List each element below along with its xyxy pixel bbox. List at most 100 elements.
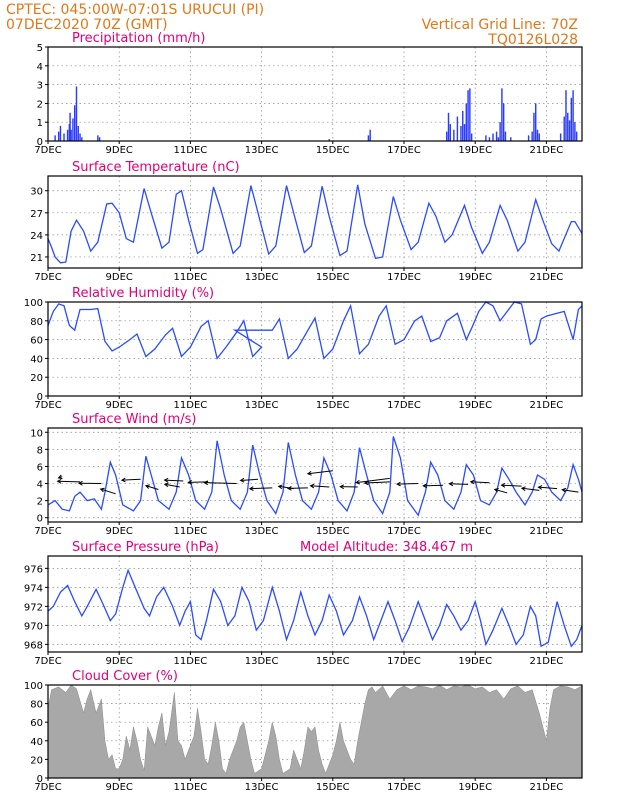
chart-annotation: Model Altitude: 348.467 m (300, 540, 473, 555)
wind-arrow (309, 483, 330, 489)
y-tick-label: 1 (37, 118, 43, 129)
precip-bar (467, 90, 469, 141)
precip-bar (367, 135, 370, 141)
y-tick-label: 40 (30, 737, 43, 748)
y-tick-label: 27 (30, 209, 43, 220)
wind-arrow (77, 480, 102, 486)
precip-bar (69, 112, 71, 141)
x-tick-label: 17DEC (387, 782, 421, 793)
wind-arrow-head (306, 470, 312, 476)
wind-arrow-shaft (100, 488, 116, 495)
wind-arrow (469, 479, 490, 485)
wind-arrow-head (448, 481, 454, 487)
x-tick-label: 19DEC (458, 145, 492, 156)
x-tick-label: 7DEC (34, 272, 61, 283)
precip-bar (57, 131, 60, 141)
x-tick-label: 11DEC (174, 782, 208, 793)
wind-arrow-head (286, 485, 292, 491)
x-tick-label: 17DEC (387, 526, 421, 537)
precip-bar (527, 135, 530, 141)
wind-arrow-head (248, 486, 254, 491)
wind-arrow-shaft (364, 481, 390, 484)
x-tick-label: 13DEC (245, 782, 279, 793)
x-tick-label: 15DEC (316, 526, 350, 537)
chart-panel-1: Surface Temperature (nC) 21 24 27 30 7DEC 9DEC… (30, 160, 583, 283)
wind-arrow-shaft (449, 483, 469, 485)
wind-arrow-shaft (501, 484, 522, 487)
x-tick-label: 15DEC (316, 656, 350, 667)
wind-arrow-head (187, 479, 193, 485)
wind-arrow (500, 483, 522, 488)
x-tick-label: 7DEC (34, 145, 61, 156)
wind-arrow (286, 485, 308, 491)
wind-arrow (120, 477, 141, 483)
x-tick-label: 21DEC (530, 782, 564, 793)
x-tick-label: 9DEC (106, 400, 133, 411)
y-tick-label: 4 (37, 62, 43, 73)
wind-arrow-head (422, 483, 428, 489)
wind-arrow (339, 484, 358, 490)
wind-arrow-head (493, 487, 499, 493)
wind-arrow (493, 487, 508, 494)
x-tick-label: 21DEC (530, 656, 564, 667)
precip-bar (54, 135, 56, 141)
y-tick-label: 60 (30, 718, 43, 729)
x-tick-label: 13DEC (245, 400, 279, 411)
precip-bar (565, 90, 567, 141)
precip-bar (559, 133, 562, 141)
panel-frame (47, 46, 583, 142)
x-tick-label: 11DEC (174, 145, 208, 156)
precip-bar (77, 125, 79, 141)
series-line (47, 568, 583, 648)
header-run: 07DEC2020 70Z (GMT) (6, 17, 168, 33)
x-tick-label: 7DEC (34, 400, 61, 411)
wind-arrow-head (520, 486, 526, 492)
precip-bar (98, 137, 101, 141)
wind-arrow-shaft (164, 483, 180, 488)
wind-arrow (57, 474, 63, 480)
wind-arrow-head (500, 483, 506, 488)
chart-panel-4: Surface Pressure (hPa) Model Altitude: 34… (24, 540, 583, 667)
wind-arrow-shaft (145, 485, 159, 491)
x-tick-label: 9DEC (106, 272, 133, 283)
wind-arrow-head (163, 482, 169, 488)
precip-bar (501, 88, 503, 141)
wind-arrow (144, 484, 159, 491)
x-tick-label: 17DEC (387, 656, 421, 667)
panel-frame (47, 175, 583, 269)
precip-bar (538, 133, 540, 141)
precip-bar (328, 139, 330, 141)
x-tick-label: 13DEC (245, 272, 279, 283)
x-tick-label: 9DEC (106, 656, 133, 667)
y-tick-label: 6 (37, 462, 43, 473)
x-tick-label: 13DEC (245, 145, 279, 156)
wind-arrow-head (163, 477, 169, 483)
wind-arrow-shaft (164, 479, 184, 482)
chart-panel-2: Relative Humidity (%) 0 20 40 60 80 100 7DEC 9DE… (24, 286, 583, 411)
wind-arrow (396, 481, 419, 487)
precip-bar (535, 103, 537, 141)
x-tick-label: 17DEC (387, 145, 421, 156)
wind-arrow (422, 483, 444, 489)
y-tick-label: 976 (24, 564, 43, 575)
wind-arrow-head (469, 479, 475, 485)
y-tick-label: 10 (30, 428, 43, 439)
y-tick-label: 24 (30, 231, 43, 242)
precip-bar (488, 137, 491, 141)
x-tick-label: 19DEC (458, 272, 492, 283)
x-tick-label: 15DEC (316, 272, 350, 283)
precip-bar (79, 133, 81, 141)
y-tick-label: 2 (37, 99, 43, 110)
wind-arrow-shaft (310, 485, 330, 488)
precip-bar (499, 122, 501, 141)
wind-arrow-head (363, 480, 369, 486)
wind-arrow-shaft (423, 484, 444, 487)
wind-arrow-shaft (356, 477, 390, 484)
chart-title: Surface Temperature (nC) (72, 160, 240, 175)
wind-arrow (363, 480, 390, 486)
wind-arrow-head (355, 479, 361, 485)
y-tick-label: 972 (24, 602, 43, 613)
chart-title: Cloud Cover (%) (72, 669, 178, 684)
y-tick-label: 2 (37, 497, 43, 508)
precip-bar (369, 129, 371, 141)
